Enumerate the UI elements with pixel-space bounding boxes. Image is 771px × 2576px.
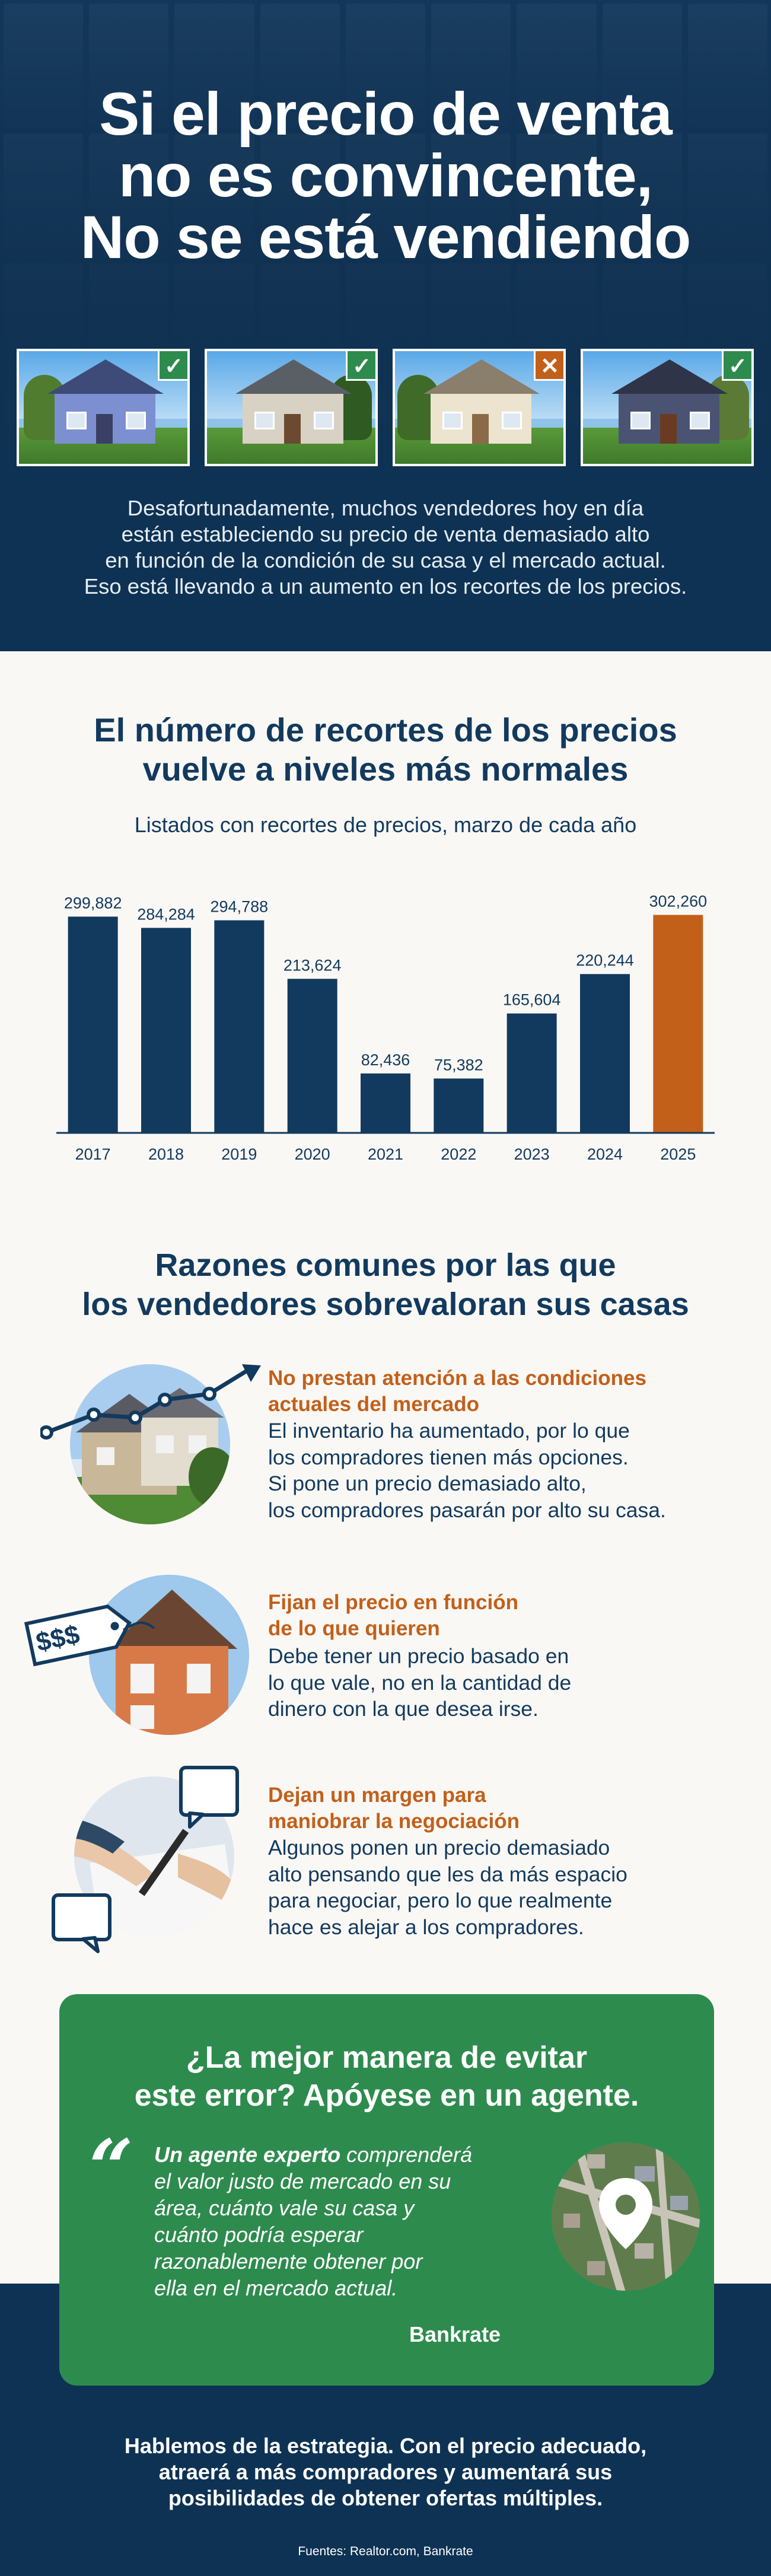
chart-value-label: 82,436 [361, 1051, 410, 1069]
check-icon: ✓ [158, 351, 187, 381]
reason-title: Fijan el precio en función de lo que qui… [268, 1591, 518, 1640]
chart-value-label: 220,244 [576, 951, 634, 969]
sources-note: Fuentes: Realtor.com, Bankrate [298, 2545, 473, 2558]
hero-description: Desafortunadamente, muchos vendedores ho… [84, 496, 687, 598]
chart-bar-2021 [361, 1073, 410, 1133]
reason-body: El inventario ha aumentado, por lo que l… [268, 1419, 666, 1522]
chart-x-tick-label: 2022 [441, 1145, 476, 1163]
reason-item-market: No prestan atención a las condiciones ac… [0, 1358, 771, 1536]
house-photo-2: ✓ [205, 349, 378, 466]
chart-value-label: 284,284 [137, 905, 195, 923]
house-photo-3: ✕ [393, 349, 566, 466]
footer-call-to-action: Hablemos de la estrategia. Con el precio… [124, 2434, 647, 2510]
chart-value-label: 75,382 [434, 1056, 483, 1074]
price-tag-house-illustration: $$$ [24, 1575, 249, 1735]
price-cuts-bar-chart: 299,882 2017 284,284 2018 294,788 2019 213,624… [56, 892, 715, 1163]
chart-x-tick-label: 2020 [295, 1145, 330, 1163]
chart-x-tick-label: 2025 [660, 1145, 696, 1163]
chart-bar-2025 [653, 915, 703, 1133]
reason-item-want: $$$ Fijan el precio en función de lo que… [0, 1566, 771, 1744]
chart-value-label: 213,624 [283, 956, 342, 974]
hero-title: Si el precio de venta no es convincente,… [80, 80, 692, 271]
negotiation-illustration [52, 1766, 239, 1953]
chart-subtitle: Listados con recortes de precios, marzo … [134, 813, 637, 837]
chart-x-tick-label: 2019 [221, 1145, 257, 1163]
quote-icon: “ [89, 2122, 133, 2213]
chart-value-label: 294,788 [211, 898, 269, 916]
reason-body: Algunos ponen un precio demasiado alto p… [268, 1836, 627, 1939]
chart-x-tick-label: 2023 [514, 1145, 550, 1163]
chart-value-label: 302,260 [649, 892, 708, 910]
reasons-section-title: Razones comunes por las que los vendedor… [82, 1247, 689, 1322]
agent-quote: Un agente experto comprenderá el valor j… [154, 2142, 473, 2300]
chart-bar-2022 [434, 1078, 484, 1133]
reason-title: Dejan un margen para maniobrar la negoci… [268, 1784, 520, 1833]
quote-source: Bankrate [409, 2322, 501, 2346]
chart-bar-2023 [506, 1013, 557, 1133]
house-photo-4: ✓ [581, 349, 754, 466]
house-photo-row: ✓ ✓ ✕ ✓ [17, 349, 754, 466]
chart-bar-2019 [214, 920, 265, 1133]
house-photo-1: ✓ [17, 349, 190, 466]
agent-callout-box: ¿La mejor manera de evitar este error? A… [59, 1994, 714, 2386]
chart-section-title: El número de recortes de los precios vue… [94, 711, 677, 788]
check-icon: ✓ [346, 351, 375, 381]
chart-bar-2020 [287, 979, 337, 1133]
house-trend-illustration [40, 1364, 261, 1524]
chart-x-tick-label: 2021 [368, 1145, 403, 1163]
chart-x-tick-label: 2017 [75, 1145, 111, 1163]
chart-x-tick-label: 2018 [148, 1145, 184, 1163]
chart-bar-2017 [68, 916, 118, 1133]
hero-banner: Si el precio de venta no es convincente,… [0, 0, 771, 651]
chart-x-tick-label: 2024 [587, 1145, 623, 1163]
chart-bar-2024 [580, 974, 630, 1133]
chart-bar-2018 [141, 928, 191, 1133]
callout-title: ¿La mejor manera de evitar este error? A… [134, 2040, 639, 2113]
cross-icon: ✕ [534, 351, 563, 381]
neighborhood-map-image [552, 2142, 700, 2291]
check-icon: ✓ [722, 351, 751, 381]
reason-title: No prestan atención a las condiciones ac… [268, 1367, 646, 1416]
chart-value-label: 299,882 [64, 894, 122, 912]
chart-value-label: 165,604 [503, 991, 561, 1009]
reason-item-negotiate: Dejan un margen para maniobrar la negoci… [0, 1765, 771, 1953]
reason-body: Debe tener un precio basado en lo que va… [268, 1644, 572, 1721]
